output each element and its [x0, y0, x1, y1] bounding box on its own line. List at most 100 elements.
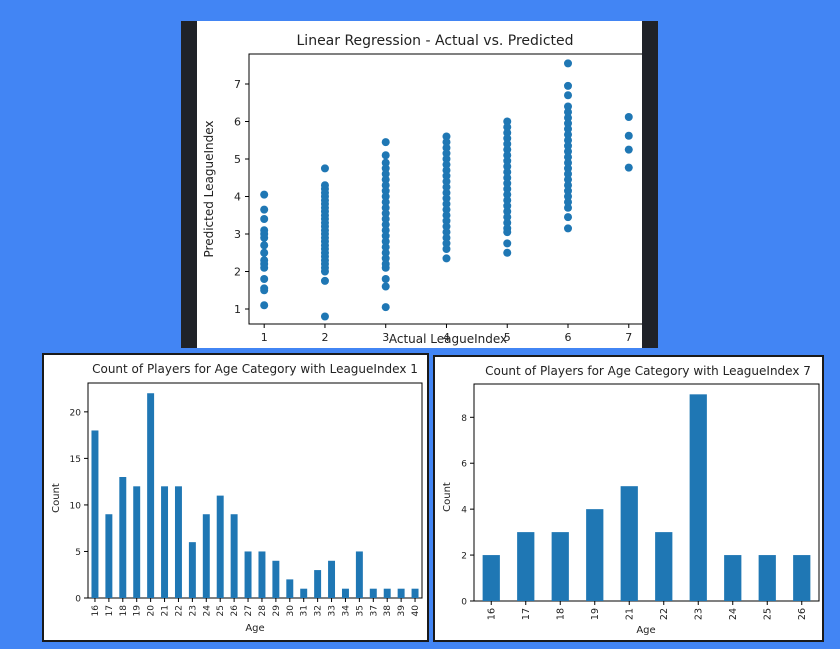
bar2-bar	[517, 532, 535, 601]
scatter-point	[564, 130, 573, 139]
bar1-y-tick-label: 15	[70, 455, 81, 465]
bar1-y-tick-label: 10	[70, 501, 82, 511]
scatter-point	[503, 128, 512, 137]
scatter-point	[381, 243, 390, 252]
scatter-point	[564, 108, 573, 117]
scatter-plot-area	[248, 53, 642, 325]
bar2-x-tick-label: 18	[555, 608, 566, 620]
scatter-point	[442, 239, 451, 248]
scatter-point	[381, 226, 390, 235]
scatter-figure: Linear Regression - Actual vs. Predicted…	[197, 21, 642, 348]
bar1-bar	[105, 514, 113, 598]
bar2-ylabel: Count	[442, 482, 453, 512]
scatter-point	[320, 276, 329, 285]
bar2-x-tick-label: 21	[624, 608, 635, 620]
bar1-bar	[174, 486, 182, 598]
bar2-x-tick-label: 25	[762, 608, 773, 620]
scatter-point	[442, 149, 451, 158]
scatter-chart: Linear Regression - Actual vs. Predicted…	[202, 33, 642, 346]
scatter-point	[564, 203, 573, 212]
bar1-x-tick-label: 38	[383, 605, 393, 617]
scatter-point	[503, 207, 512, 216]
bar2-y-tick-label: 8	[461, 414, 467, 424]
bar1-bar	[244, 551, 252, 598]
scatter-point	[503, 248, 512, 257]
bar2-xlabel: Age	[636, 625, 655, 636]
scatter-point	[503, 117, 512, 126]
scatter-point	[503, 185, 512, 193]
scatter-point	[503, 201, 512, 210]
bar1-bar	[91, 430, 99, 598]
scatter-point	[564, 186, 573, 195]
bar1-x-tick-label: 31	[300, 605, 310, 616]
scatter-point	[381, 231, 390, 240]
scatter-point	[564, 81, 573, 90]
bar1-bar	[369, 588, 377, 598]
scatter-point	[381, 282, 390, 291]
scatter-x-tick-label: 3	[382, 331, 389, 344]
bar1-bar	[230, 514, 238, 598]
scatter-point	[442, 188, 451, 197]
bar1-x-tick-label: 33	[328, 605, 338, 616]
scatter-y-tick-label: 4	[234, 191, 241, 204]
bar2-bar	[482, 555, 500, 601]
bar1-y-tick-label: 0	[75, 595, 81, 605]
scatter-point	[442, 132, 451, 141]
scatter-point	[503, 140, 512, 148]
bar1-x-tick-label: 25	[216, 605, 226, 616]
bar2-bar	[551, 532, 569, 601]
scatter-point	[442, 155, 451, 163]
scatter-point	[381, 237, 390, 246]
bar1-bar	[328, 560, 336, 598]
bar1-plot-area	[87, 382, 423, 599]
scatter-point	[381, 303, 390, 312]
scatter-point	[260, 275, 269, 283]
scatter-point	[381, 175, 390, 184]
bar2-x-tick-label: 19	[590, 608, 601, 620]
scatter-point	[624, 131, 633, 140]
bar1-x-tick-label: 23	[188, 605, 198, 616]
bar1-bar	[161, 486, 169, 598]
scatter-ylabel: Predicted LeagueIndex	[202, 121, 216, 258]
scatter-point	[320, 164, 329, 173]
bar1-bar	[216, 495, 224, 598]
scatter-point	[503, 162, 512, 171]
scatter-point	[442, 245, 451, 253]
bar1-x-tick-label: 18	[119, 605, 129, 617]
bar1-x-tick-label: 16	[91, 605, 101, 617]
bar1-x-tick-label: 22	[174, 605, 184, 616]
scatter-point	[381, 198, 390, 207]
bar1-y-tick-label: 5	[75, 548, 81, 558]
scatter-point	[442, 177, 451, 186]
bar1-bar	[272, 560, 280, 598]
scatter-point	[442, 216, 451, 225]
scatter-point	[442, 194, 451, 203]
bar1-xlabel: Age	[245, 623, 264, 634]
scatter-point	[503, 218, 512, 227]
scatter-point	[503, 123, 512, 132]
bar1-bar	[188, 542, 196, 598]
scatter-point	[381, 181, 390, 190]
scatter-point	[503, 173, 512, 182]
scatter-point	[381, 220, 390, 229]
bar2-bar	[724, 555, 742, 601]
scatter-point	[381, 170, 390, 178]
scatter-point	[442, 183, 451, 192]
scatter-title: Linear Regression - Actual vs. Predicted	[297, 33, 574, 49]
bar2-bar	[793, 555, 811, 601]
scatter-point	[381, 158, 390, 167]
scatter-point	[442, 228, 451, 237]
scatter-point	[503, 156, 512, 165]
bar2-x-tick-label: 23	[693, 608, 704, 620]
scatter-point	[503, 190, 512, 199]
scatter-y-tick-label: 3	[234, 228, 241, 241]
bar2-plot-area	[473, 383, 820, 602]
scatter-point	[503, 196, 512, 205]
bar1-x-tick-label: 24	[202, 605, 212, 617]
scatter-point	[381, 275, 390, 283]
bar1-x-tick-label: 34	[341, 605, 351, 617]
scatter-point	[381, 263, 390, 272]
bar2-title: Count of Players for Age Category with L…	[485, 364, 811, 378]
bar1-bar	[119, 477, 127, 598]
scatter-point	[564, 164, 573, 173]
